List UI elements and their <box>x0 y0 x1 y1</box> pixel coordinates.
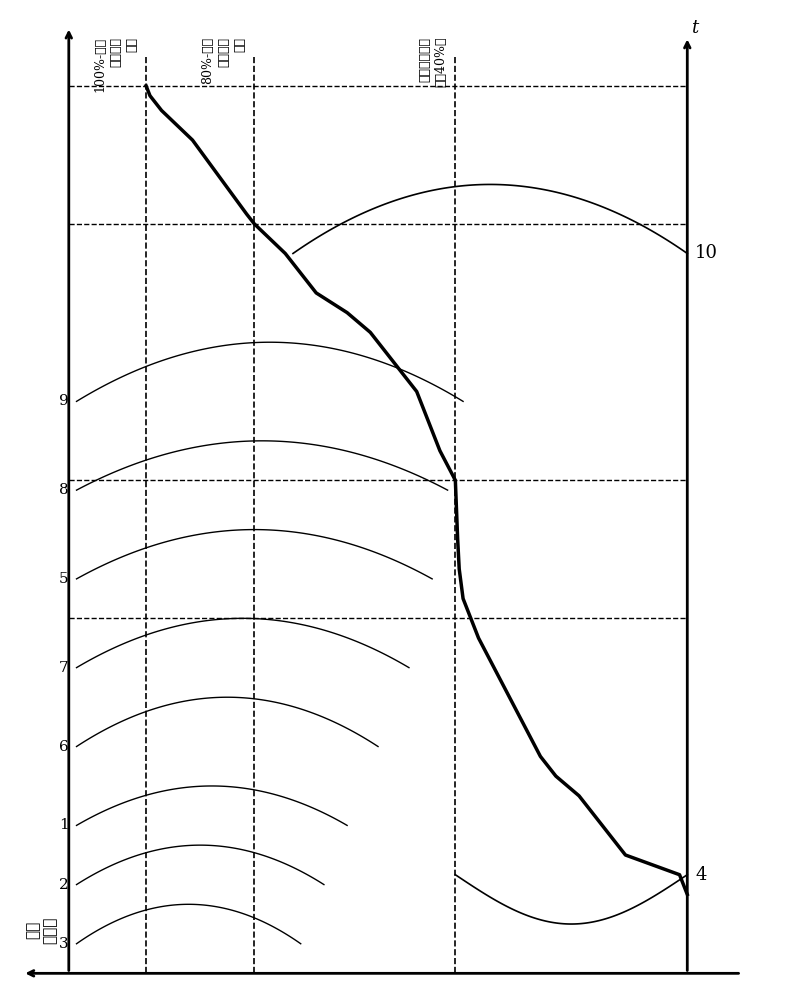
Text: 2: 2 <box>59 878 68 892</box>
Text: 3: 3 <box>59 937 68 951</box>
Text: 6: 6 <box>59 740 68 754</box>
Text: 疲劳强度极限
（约40%）: 疲劳强度极限 （约40%） <box>419 37 448 87</box>
Text: 9: 9 <box>59 394 68 408</box>
Text: 100%-单位
摩擦功的
界限: 100%-单位 摩擦功的 界限 <box>94 37 139 92</box>
Text: 1: 1 <box>59 818 68 832</box>
Text: 10: 10 <box>695 244 718 262</box>
Text: 7: 7 <box>59 661 68 675</box>
Text: 8: 8 <box>59 483 68 497</box>
Text: 80%-单位
摩擦功的
界限: 80%-单位 摩擦功的 界限 <box>201 37 246 84</box>
Text: t: t <box>692 19 699 37</box>
Text: 4: 4 <box>695 866 707 884</box>
Text: 5: 5 <box>59 572 68 586</box>
Text: 单位
摩擦功: 单位 摩擦功 <box>26 916 57 944</box>
